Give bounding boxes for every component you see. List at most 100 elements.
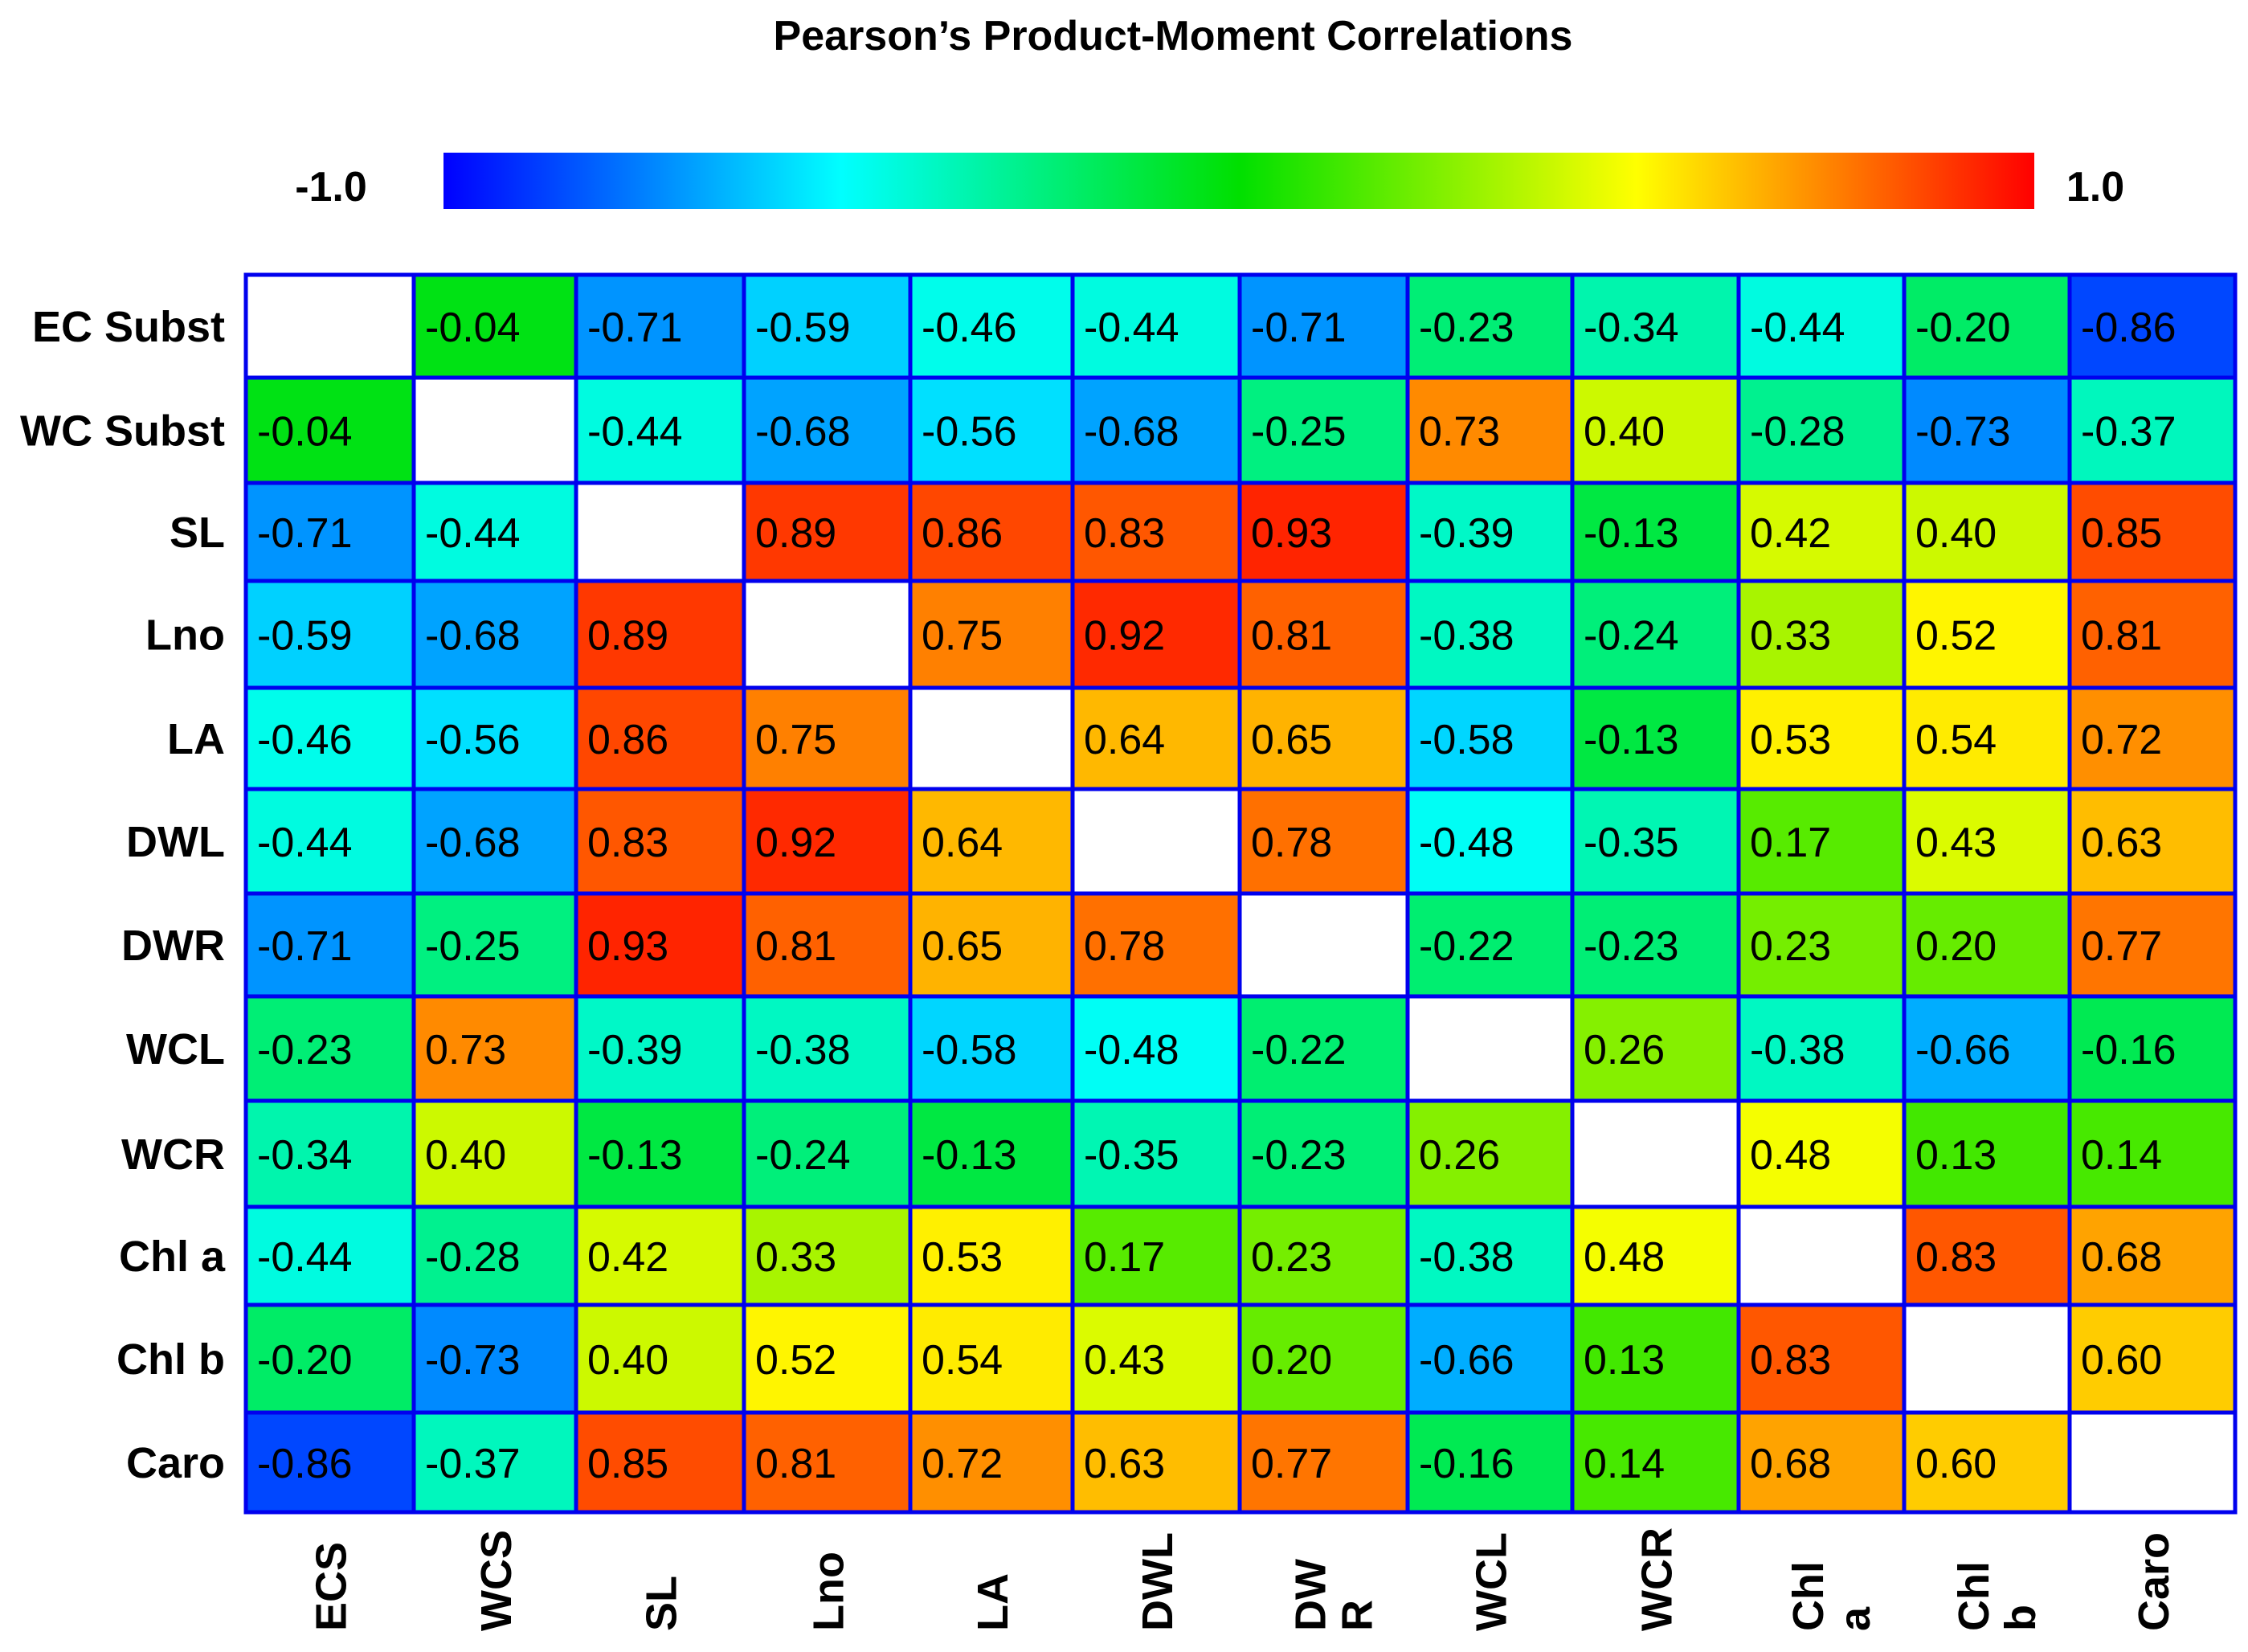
cell-value-label: 0.83 (1750, 1337, 1831, 1384)
heatmap-diagonal-cell (243, 272, 416, 380)
cell-value-label: -0.48 (1084, 1027, 1179, 1073)
heatmap-cell (1070, 480, 1242, 583)
cell-value-label: 0.48 (1584, 1234, 1665, 1281)
cell-value-label: -0.38 (1419, 1234, 1514, 1281)
heatmap-cell (742, 1204, 913, 1307)
cell-value-label: -0.22 (1419, 923, 1514, 970)
heatmap-cell (2067, 891, 2238, 999)
cell-value-label: 0.83 (587, 820, 668, 866)
heatmap-cell (1902, 375, 2072, 485)
column-label: WCR (1633, 1527, 1682, 1631)
heatmap-cell (243, 787, 416, 896)
cell-value-label: 0.33 (755, 1234, 836, 1281)
heatmap-cell (1237, 685, 1410, 791)
cell-value-label: 0.13 (1915, 1132, 1997, 1179)
heatmap-cell (2067, 994, 2238, 1103)
cell-value-label: 0.40 (587, 1337, 668, 1384)
column-label: Chlb (1950, 1561, 2045, 1631)
heatmap-cell (1902, 891, 2072, 999)
heatmap-cell (2067, 579, 2238, 690)
heatmap-cell (1736, 787, 1907, 896)
cell-value-label: -0.34 (257, 1132, 353, 1179)
cell-value-label: -0.58 (922, 1027, 1017, 1073)
cell-value-label: -0.25 (1251, 409, 1347, 456)
heatmap-cell (1570, 891, 1741, 999)
column-label: DWR (1287, 1559, 1382, 1631)
heatmap-cell (1405, 1410, 1575, 1515)
heatmap-cell (1070, 891, 1242, 999)
heatmap-diagonal-cell (411, 375, 578, 485)
cell-value-label: 0.43 (1084, 1337, 1165, 1384)
row-label: Caro (126, 1439, 225, 1487)
cell-value-label: -0.73 (1915, 409, 2011, 456)
cell-value-label: -0.68 (1084, 409, 1179, 456)
row-label: LA (167, 715, 225, 763)
cell-value-label: 0.92 (1084, 613, 1165, 660)
row-label: Chl a (119, 1233, 226, 1281)
cell-value-label: 0.26 (1584, 1027, 1665, 1073)
heatmap-cell (411, 1302, 578, 1415)
row-label: DWR (121, 922, 225, 970)
cell-value-label: -0.38 (1750, 1027, 1845, 1073)
heatmap-cell (2067, 1204, 2238, 1307)
cell-value-label: -0.58 (1419, 717, 1514, 763)
cell-value-label: -0.28 (1750, 409, 1845, 456)
heatmap-cell (1070, 1302, 1242, 1415)
heatmap-cell (1070, 375, 1242, 485)
row-label: EC Subst (32, 303, 225, 351)
heatmap-cell (243, 1410, 416, 1515)
cell-value-label: 0.86 (922, 510, 1003, 557)
cell-value-label: 0.23 (1750, 923, 1831, 970)
heatmap-cell (2067, 1302, 2238, 1415)
cell-value-label: -0.39 (587, 1027, 683, 1073)
heatmap-cell (411, 891, 578, 999)
heatmap-cell (1736, 1098, 1907, 1209)
heatmap-cell (1902, 685, 2072, 791)
cell-value-label: -0.23 (1251, 1132, 1347, 1179)
heatmap-cell (908, 1410, 1075, 1515)
column-label: Lno (805, 1552, 853, 1631)
cell-value-label: 0.85 (587, 1441, 668, 1487)
cell-value-label: -0.20 (1915, 305, 2011, 351)
cell-value-label: -0.71 (257, 510, 353, 557)
cell-value-label: -0.04 (425, 305, 521, 351)
cell-value-label: 0.20 (1915, 923, 1997, 970)
cell-value-label: -0.66 (1419, 1337, 1514, 1384)
cell-value-label: 0.83 (1084, 510, 1165, 557)
cell-value-label: -0.20 (257, 1337, 353, 1384)
heatmap-cell (1405, 685, 1575, 791)
heatmap-cell (1570, 1410, 1741, 1515)
cell-value-label: 0.78 (1251, 820, 1332, 866)
cell-value-label: -0.37 (425, 1441, 521, 1487)
cell-value-label: 0.26 (1419, 1132, 1500, 1179)
cell-value-label: 0.53 (1750, 717, 1831, 763)
heatmap-cell (411, 1410, 578, 1515)
cell-value-label: 0.14 (2081, 1132, 2162, 1179)
cell-value-label: 0.43 (1915, 820, 1997, 866)
cell-value-label: 0.81 (755, 923, 836, 970)
heatmap-cell (908, 994, 1075, 1103)
cell-value-label: 0.78 (1084, 923, 1165, 970)
heatmap-cell (1405, 1098, 1575, 1209)
cell-value-label: 0.81 (2081, 613, 2162, 660)
cell-value-label: -0.38 (755, 1027, 851, 1073)
cell-value-label: -0.86 (2081, 305, 2176, 351)
cell-value-label: 0.17 (1084, 1234, 1165, 1281)
heatmap-cell (1070, 685, 1242, 791)
cell-value-label: -0.73 (425, 1337, 521, 1384)
cell-value-label: -0.68 (425, 820, 521, 866)
cell-value-label: 0.77 (1251, 1441, 1332, 1487)
heatmap-cell (1736, 1302, 1907, 1415)
cell-value-label: -0.22 (1251, 1027, 1347, 1073)
cell-value-label: -0.13 (1584, 510, 1679, 557)
heatmap-cell (243, 375, 416, 485)
heatmap-cell (1902, 994, 2072, 1103)
colorbar-max-label: 1.0 (2066, 164, 2124, 211)
heatmap-cell (1237, 272, 1410, 380)
heatmap-cell (243, 891, 416, 999)
column-label: Chla (1784, 1561, 1879, 1631)
cell-value-label: -0.56 (425, 717, 521, 763)
cell-value-label: -0.25 (425, 923, 521, 970)
heatmap-cell (243, 685, 416, 791)
cell-value-label: 0.64 (1084, 717, 1165, 763)
